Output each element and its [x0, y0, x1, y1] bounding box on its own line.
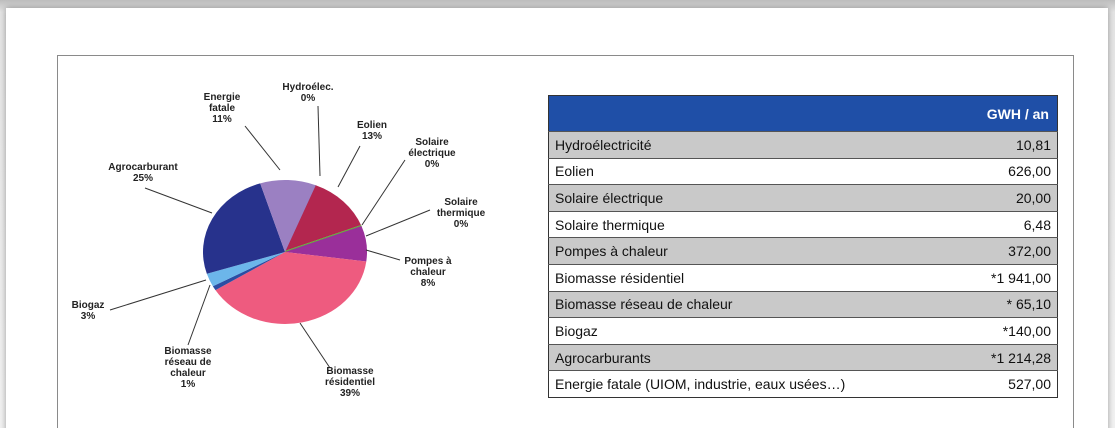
- pie-slice: [206, 252, 285, 287]
- row-label: Eolien: [548, 157, 953, 185]
- pie-label: Biomasse réseau de chaleur 1%: [158, 346, 218, 390]
- row-label: Biomasse résidentiel: [548, 263, 953, 292]
- slice-value: 13%: [361, 131, 382, 142]
- slice-name: Hydroélec.: [282, 82, 334, 93]
- energy-table: GWH / an Hydroélectricité 10,81 Eolien 626,…: [548, 95, 1058, 398]
- row-value: 372,00: [952, 237, 1058, 265]
- slice-name: Biomasse réseau de chaleur: [164, 346, 212, 379]
- pie-chart: [109, 105, 431, 369]
- table-header: GWH / an: [548, 95, 1058, 132]
- leader-line: [187, 284, 211, 346]
- pie-label: Solaire électrique 0%: [402, 137, 462, 170]
- leader-line: [365, 249, 401, 261]
- row-value: 626,00: [952, 157, 1058, 185]
- row-label: Energie fatale (UIOM, industrie, eaux us…: [548, 370, 953, 398]
- slice-name: Pompes à chaleur: [404, 256, 452, 278]
- leader-line: [361, 159, 406, 226]
- header-empty: [548, 95, 953, 132]
- leader-line: [109, 279, 207, 311]
- row-label: Agrocarburants: [548, 343, 953, 371]
- pie-label: Eolien 13%: [352, 120, 392, 142]
- slice-value: 0%: [300, 93, 316, 104]
- table-row: Pompes à chaleur 372,00: [548, 237, 1058, 265]
- pie-slice: [260, 180, 316, 252]
- table-row: Biomasse résidentiel *1 941,00: [548, 263, 1058, 292]
- table-row: Biomasse réseau de chaleur * 65,10: [548, 290, 1058, 318]
- leader-line: [244, 125, 281, 171]
- pie-slice: [212, 252, 285, 291]
- header-unit: GWH / an: [952, 95, 1058, 132]
- slice-name: Agrocarburant: [108, 162, 178, 173]
- pie-label: Biomasse résidentiel 39%: [315, 366, 385, 399]
- pie-label: Hydroélec. 0%: [273, 82, 343, 104]
- row-value: 6,48: [952, 210, 1058, 238]
- leader-line: [365, 209, 431, 237]
- table-row: Eolien 626,00: [548, 157, 1058, 185]
- pie-slice: [215, 252, 367, 324]
- pie-label: Pompes à chaleur 8%: [398, 256, 458, 289]
- row-value: *1 214,28: [952, 343, 1058, 371]
- row-value: 10,81: [952, 131, 1058, 159]
- row-value: 527,00: [952, 370, 1058, 398]
- leader-line: [317, 105, 321, 177]
- slice-value: 25%: [132, 173, 153, 184]
- slice-value: 1%: [180, 379, 196, 390]
- slice-name: Energie fatale: [203, 92, 241, 114]
- pie-slice: [203, 183, 285, 274]
- slice-value: 0%: [453, 219, 469, 230]
- table-row: Energie fatale (UIOM, industrie, eaux us…: [548, 370, 1058, 398]
- table-row: Hydroélectricité 10,81: [548, 131, 1058, 159]
- pie-slice: [285, 225, 368, 262]
- frame: [57, 55, 1074, 428]
- row-value: *1 941,00: [952, 263, 1058, 292]
- slice-name: Eolien: [356, 120, 387, 131]
- row-value: *140,00: [952, 317, 1058, 345]
- row-label: Biogaz: [548, 317, 953, 345]
- row-label: Solaire thermique: [548, 210, 953, 238]
- slice-name: Solaire électrique: [408, 137, 456, 159]
- slice-value: 39%: [339, 388, 360, 399]
- table-row: Biogaz *140,00: [548, 317, 1058, 345]
- row-label: Solaire électrique: [548, 184, 953, 212]
- slice-name: Biogaz: [71, 300, 105, 311]
- pie-label: Solaire thermique 0%: [431, 197, 491, 230]
- slice-name: Solaire thermique: [436, 197, 486, 219]
- pie-label: Energie fatale 11%: [195, 92, 250, 125]
- slice-value: 11%: [212, 114, 232, 125]
- leader-line: [299, 322, 331, 369]
- row-value: * 65,10: [952, 290, 1058, 318]
- leader-line: [144, 187, 213, 214]
- table-row: Solaire électrique 20,00: [548, 184, 1058, 212]
- leader-line: [337, 145, 361, 188]
- table-row: Agrocarburants *1 214,28: [548, 343, 1058, 371]
- row-value: 20,00: [952, 184, 1058, 212]
- pie-slice: [285, 185, 362, 252]
- row-label: Biomasse réseau de chaleur: [548, 290, 953, 318]
- pie-label: Biogaz 3%: [68, 300, 108, 322]
- row-label: Pompes à chaleur: [548, 237, 953, 265]
- pie-label: Agrocarburant 25%: [98, 162, 188, 184]
- slice-value: 3%: [80, 311, 96, 322]
- table-row: Solaire thermique 6,48: [548, 210, 1058, 238]
- slice-value: 8%: [420, 278, 436, 289]
- slice-value: 0%: [424, 159, 440, 170]
- row-label: Hydroélectricité: [548, 131, 953, 159]
- slice-name: Biomasse résidentiel: [324, 366, 376, 388]
